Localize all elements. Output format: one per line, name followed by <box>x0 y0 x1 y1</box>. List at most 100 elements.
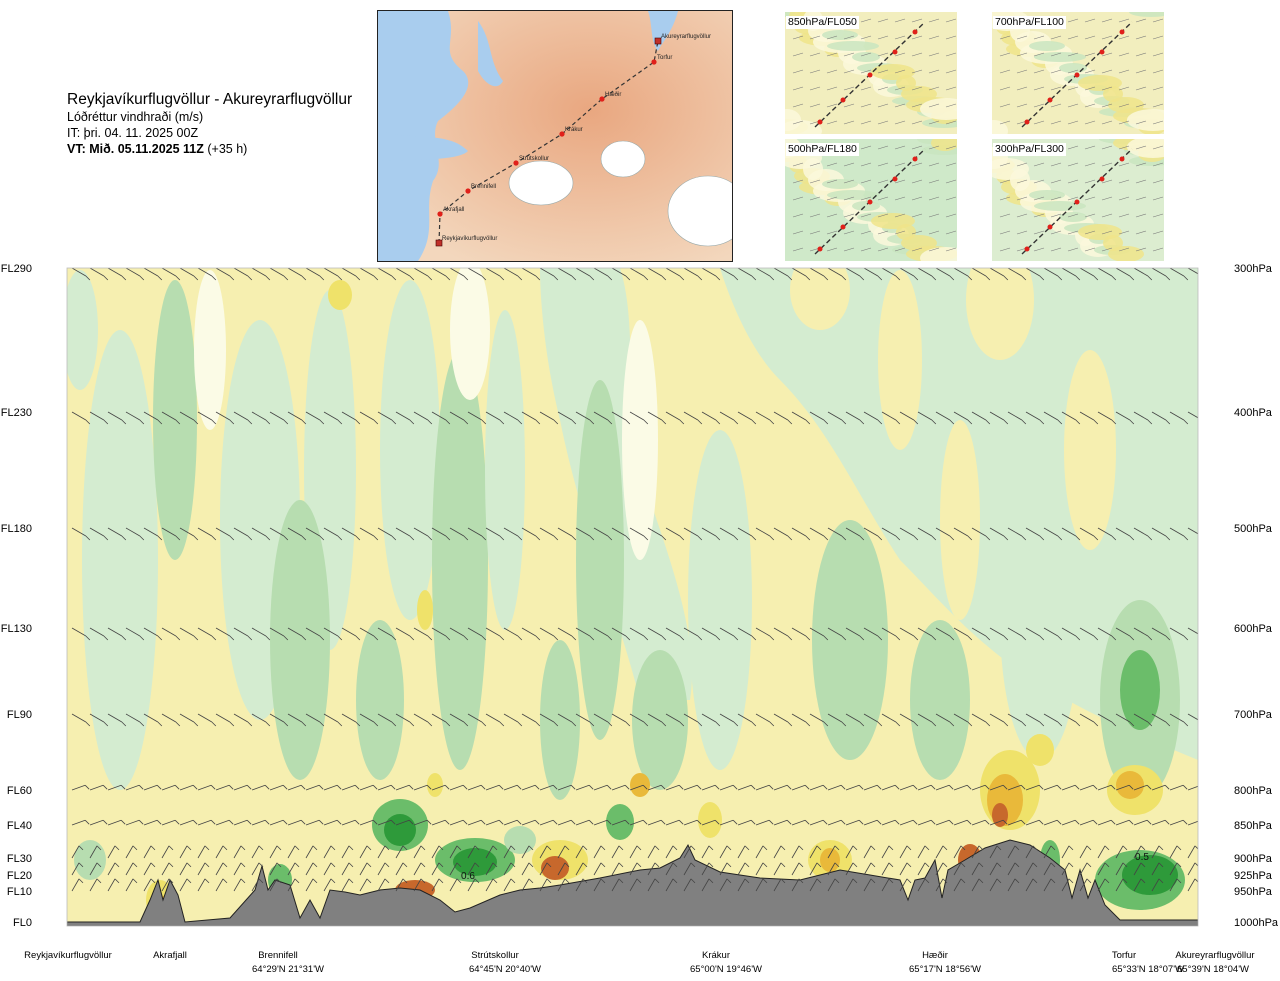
thumb-barb <box>999 247 1011 252</box>
wind-barb <box>809 878 818 892</box>
wind-barb-flag <box>1014 862 1020 868</box>
wind-barb <box>521 862 530 876</box>
wind-barb <box>1079 627 1095 637</box>
wind-barb <box>323 268 339 277</box>
wind-barb-flag <box>258 845 264 851</box>
wind-barb <box>467 862 476 876</box>
wind-barb <box>323 845 332 859</box>
wind-barb-flag <box>1111 275 1117 281</box>
thumb-point <box>840 224 846 230</box>
wind-barb-flag <box>985 721 991 727</box>
thumb-barb <box>1067 145 1079 150</box>
wind-barb <box>827 845 836 859</box>
wind-barb-flag <box>1164 784 1170 790</box>
wind-barb <box>647 627 663 637</box>
wind-barb <box>233 527 249 537</box>
wind-barb-flag <box>606 819 612 825</box>
wind-barb <box>647 845 656 859</box>
wind-barb-flag <box>895 535 901 541</box>
y-label-hpa: 950hPa <box>1234 886 1273 898</box>
wind-barb <box>197 627 213 637</box>
field-cell <box>1116 771 1144 799</box>
thumb-point <box>1099 176 1105 182</box>
location-name: Reykjavíkurflugvöllur <box>24 950 112 961</box>
thumb-barb <box>945 145 957 150</box>
wind-barb-flag <box>276 845 282 851</box>
y-label-fl: FL290 <box>1 263 32 275</box>
thumb-barb <box>1033 196 1045 201</box>
wind-barb <box>179 527 195 537</box>
wind-barb <box>539 527 555 537</box>
wind-barb-flag <box>895 275 901 281</box>
thumb-barb <box>1033 52 1045 57</box>
map-point-label: Akureyrarflugvöllur <box>661 34 711 40</box>
wind-barb-flag <box>636 845 642 851</box>
thumb-barb <box>928 86 940 91</box>
wind-barb <box>413 878 422 892</box>
wind-barb <box>431 527 447 537</box>
wind-barb-flag <box>319 721 325 727</box>
wind-barb-flag <box>912 819 918 825</box>
wind-barb-flag <box>222 862 228 868</box>
thumb-500[interactable]: 500hPa/FL180 <box>785 139 957 261</box>
wind-barb <box>539 627 555 637</box>
wind-barb <box>629 411 645 421</box>
wind-barb <box>593 819 608 826</box>
wind-barb <box>305 845 314 859</box>
wind-barb <box>935 784 950 791</box>
wind-barb-flag <box>229 721 235 727</box>
wind-barb-flag <box>1183 419 1189 425</box>
thumb-barb <box>1101 103 1113 108</box>
wind-barb <box>665 878 674 892</box>
map-point-label: Akrafjall <box>443 207 464 213</box>
wind-barb-flag <box>570 784 576 790</box>
wind-barb <box>755 878 764 892</box>
wind-barb-flag <box>654 878 660 884</box>
wind-barb-flag <box>949 419 955 425</box>
wind-barb-flag <box>499 635 505 641</box>
wind-barb-flag <box>625 275 631 281</box>
thumb-barb <box>911 145 923 150</box>
wind-barb <box>161 862 170 876</box>
wind-barb <box>539 268 555 277</box>
thumb-barb <box>999 213 1011 218</box>
wind-barb <box>485 627 501 637</box>
wind-barb <box>737 527 753 537</box>
wind-barb-flag <box>156 819 162 825</box>
thumb-barb <box>1101 86 1113 91</box>
wind-barb <box>1043 268 1059 277</box>
wind-barb <box>467 819 482 826</box>
thumb-700[interactable]: 700hPa/FL100 <box>992 12 1164 134</box>
thumb-barb <box>1101 35 1113 40</box>
wind-barb-flag <box>204 862 210 868</box>
wind-barb-flag <box>1003 419 1009 425</box>
thumb-barb <box>809 52 821 57</box>
wind-barb <box>287 268 303 277</box>
wind-barb-flag <box>1093 721 1099 727</box>
thumb-850[interactable]: 850hPa/FL050 <box>785 12 957 134</box>
wind-barb <box>701 878 710 892</box>
wind-barb <box>1133 819 1148 826</box>
wind-barb <box>395 819 410 826</box>
wind-barb <box>935 527 951 537</box>
wind-barb <box>89 784 104 791</box>
wind-barb-flag <box>877 635 883 641</box>
thumb-barb <box>1084 247 1096 252</box>
wind-barb <box>521 784 536 791</box>
wind-barb-flag <box>1202 636 1206 640</box>
wind-barb-flag <box>1122 845 1128 851</box>
wind-barb <box>701 627 717 637</box>
wind-barb-flag <box>625 635 631 641</box>
thumb-barb <box>1135 162 1147 167</box>
wind-barb <box>359 878 368 892</box>
thumb-barb <box>1084 230 1096 235</box>
thumb-barb <box>894 179 906 184</box>
wind-barb-flag <box>642 784 648 790</box>
field-cell <box>1000 480 1080 760</box>
wind-barb-flag <box>517 635 523 641</box>
thumb-300[interactable]: 300hPa/FL300 <box>992 139 1164 261</box>
wind-barb-flag <box>517 275 523 281</box>
thumb-barb <box>809 35 821 40</box>
wind-barb-flag <box>780 878 786 884</box>
wind-barb-flag <box>283 419 289 425</box>
